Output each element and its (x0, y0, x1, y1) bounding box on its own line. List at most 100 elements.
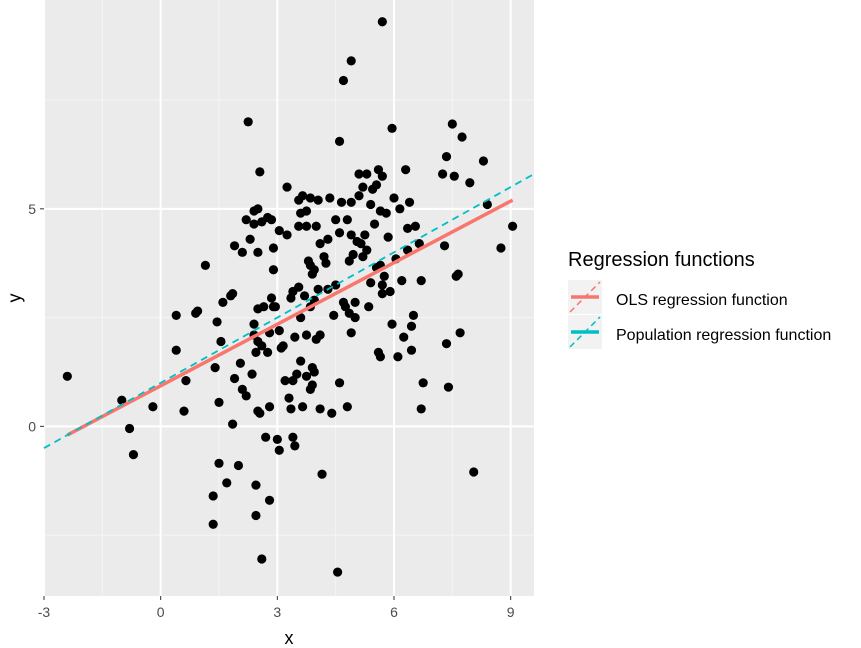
data-point (228, 289, 238, 299)
data-point (249, 219, 259, 229)
data-point (286, 404, 296, 414)
data-point (379, 271, 389, 281)
data-point (301, 330, 312, 340)
data-point (385, 286, 395, 297)
data-point (371, 180, 382, 190)
data-point (268, 265, 279, 275)
data-point (441, 339, 452, 349)
data-point (255, 167, 265, 177)
data-point (257, 554, 267, 564)
x-tick-label: -3 (38, 604, 51, 620)
data-point (315, 330, 325, 340)
data-point (346, 328, 356, 338)
legend: Regression functions OLS regression func… (568, 249, 831, 349)
data-point (334, 228, 345, 238)
data-point (346, 56, 356, 66)
regression-lines (43, 173, 535, 449)
data-point (264, 495, 275, 505)
data-point (307, 380, 317, 390)
data-point (366, 199, 376, 210)
data-point (305, 193, 315, 203)
data-point (243, 117, 253, 127)
data-point (478, 156, 489, 166)
data-point (222, 478, 232, 488)
data-point (290, 441, 300, 451)
data-point (410, 221, 420, 231)
data-point (416, 275, 426, 286)
data-point (393, 352, 403, 362)
data-points (62, 17, 518, 577)
data-point (350, 297, 360, 307)
data-point (241, 391, 251, 401)
data-point (299, 291, 310, 301)
data-point (284, 393, 294, 403)
data-point (441, 152, 452, 162)
data-point (282, 230, 292, 240)
legend-label-population: Population regression function (616, 327, 831, 344)
data-point (362, 169, 372, 179)
x-tick-label: 3 (273, 604, 281, 620)
data-point (233, 460, 244, 471)
data-point (404, 197, 415, 207)
data-point (457, 132, 467, 142)
data-point (179, 406, 189, 416)
data-point (397, 275, 407, 286)
data-point (334, 136, 345, 146)
data-point (465, 178, 475, 188)
data-point (406, 345, 417, 355)
major-gridlines (43, 0, 534, 596)
data-point (62, 371, 72, 381)
data-point (241, 215, 251, 225)
data-point (171, 310, 181, 321)
y-tick-label: 0 (28, 418, 36, 434)
data-point (261, 432, 271, 442)
data-point (294, 282, 304, 292)
data-point (348, 249, 358, 260)
data-point (270, 302, 280, 312)
data-point (469, 467, 479, 477)
x-axis-ticks: -3 0 3 6 9 (38, 596, 515, 620)
data-point (342, 402, 352, 412)
data-point (259, 302, 269, 312)
data-point (251, 347, 261, 357)
data-point (321, 258, 331, 268)
y-tick-label: 5 (28, 201, 36, 217)
data-point (364, 302, 374, 312)
data-point (315, 239, 325, 249)
data-point (274, 225, 284, 236)
data-point (229, 373, 240, 384)
data-point (228, 419, 238, 429)
data-point (309, 367, 319, 377)
data-point (366, 278, 376, 288)
data-point (377, 280, 387, 290)
data-point (360, 230, 370, 240)
data-point (235, 358, 245, 368)
data-point (253, 247, 263, 257)
data-point (280, 376, 290, 386)
data-point (508, 221, 518, 231)
data-point (401, 165, 411, 175)
data-point (381, 208, 391, 218)
data-point (383, 232, 393, 242)
data-point (447, 119, 457, 129)
data-point (181, 376, 191, 386)
data-point (346, 197, 356, 207)
data-point (282, 182, 292, 192)
data-point (214, 458, 224, 468)
y-axis-title: y (4, 294, 24, 303)
population-regression-line (43, 173, 535, 449)
data-point (317, 469, 327, 479)
data-point (354, 169, 364, 179)
data-point (296, 356, 306, 366)
data-point (377, 17, 387, 27)
data-point (290, 332, 300, 342)
legend-label-ols: OLS regression function (616, 292, 788, 309)
data-point (453, 269, 463, 279)
y-axis-ticks: 05 (28, 201, 44, 434)
data-point (438, 169, 448, 179)
data-point (288, 432, 298, 442)
data-point (208, 491, 218, 501)
data-point (338, 75, 349, 86)
data-point (327, 408, 337, 418)
legend-key-dash (569, 281, 601, 313)
